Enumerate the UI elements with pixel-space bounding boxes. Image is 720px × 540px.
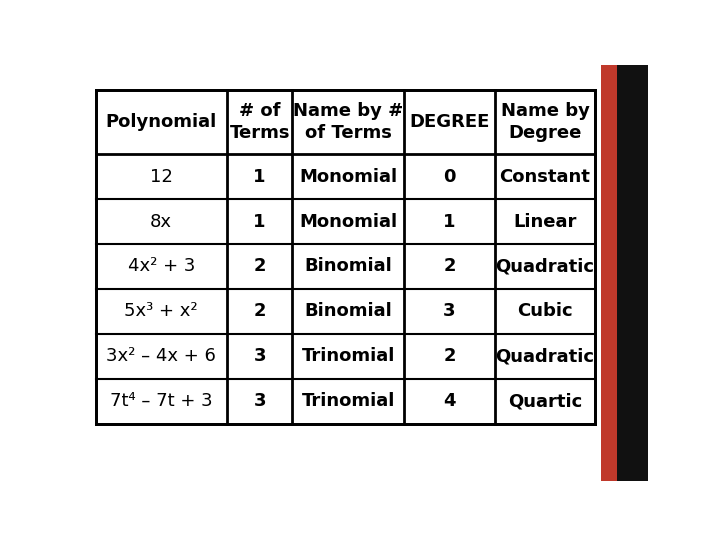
- Text: # of
Terms: # of Terms: [230, 102, 290, 142]
- Text: 3: 3: [444, 302, 456, 320]
- Text: Polynomial: Polynomial: [106, 113, 217, 131]
- Text: 2: 2: [444, 258, 456, 275]
- Text: Quartic: Quartic: [508, 392, 582, 410]
- Text: 12: 12: [150, 167, 173, 186]
- Text: 4x² + 3: 4x² + 3: [127, 258, 195, 275]
- Text: Monomial: Monomial: [299, 167, 397, 186]
- Text: 3: 3: [253, 392, 266, 410]
- Text: 8x: 8x: [150, 213, 172, 231]
- Text: 7t⁴ – 7t + 3: 7t⁴ – 7t + 3: [110, 392, 212, 410]
- Text: Monomial: Monomial: [299, 213, 397, 231]
- Text: 2: 2: [253, 302, 266, 320]
- Text: 1: 1: [253, 213, 266, 231]
- Bar: [601, 65, 617, 481]
- Text: Quadratic: Quadratic: [495, 347, 595, 365]
- Text: Quadratic: Quadratic: [495, 258, 595, 275]
- Text: 0: 0: [444, 167, 456, 186]
- Bar: [617, 65, 648, 481]
- Text: 4: 4: [444, 392, 456, 410]
- Text: Cubic: Cubic: [517, 302, 573, 320]
- Text: DEGREE: DEGREE: [409, 113, 490, 131]
- Text: 1: 1: [253, 167, 266, 186]
- Text: 1: 1: [444, 213, 456, 231]
- Text: 3x² – 4x + 6: 3x² – 4x + 6: [107, 347, 216, 365]
- Text: Name by #
of Terms: Name by # of Terms: [293, 102, 403, 142]
- Text: Name by
Degree: Name by Degree: [500, 102, 590, 142]
- Text: Trinomial: Trinomial: [302, 392, 395, 410]
- Text: Binomial: Binomial: [305, 302, 392, 320]
- Text: 3: 3: [253, 347, 266, 365]
- Bar: [96, 90, 595, 424]
- Text: Constant: Constant: [500, 167, 590, 186]
- Text: 2: 2: [444, 347, 456, 365]
- Text: Binomial: Binomial: [305, 258, 392, 275]
- Text: 2: 2: [253, 258, 266, 275]
- Text: 5x³ + x²: 5x³ + x²: [125, 302, 198, 320]
- Text: Trinomial: Trinomial: [302, 347, 395, 365]
- Text: Linear: Linear: [513, 213, 577, 231]
